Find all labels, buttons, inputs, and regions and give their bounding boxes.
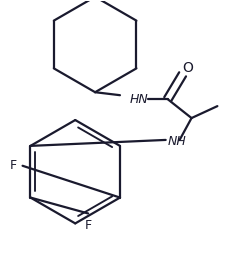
Text: NH: NH (167, 135, 186, 148)
Text: HN: HN (129, 93, 148, 106)
Text: F: F (9, 159, 16, 172)
Text: F: F (84, 219, 91, 232)
Text: O: O (181, 61, 192, 75)
